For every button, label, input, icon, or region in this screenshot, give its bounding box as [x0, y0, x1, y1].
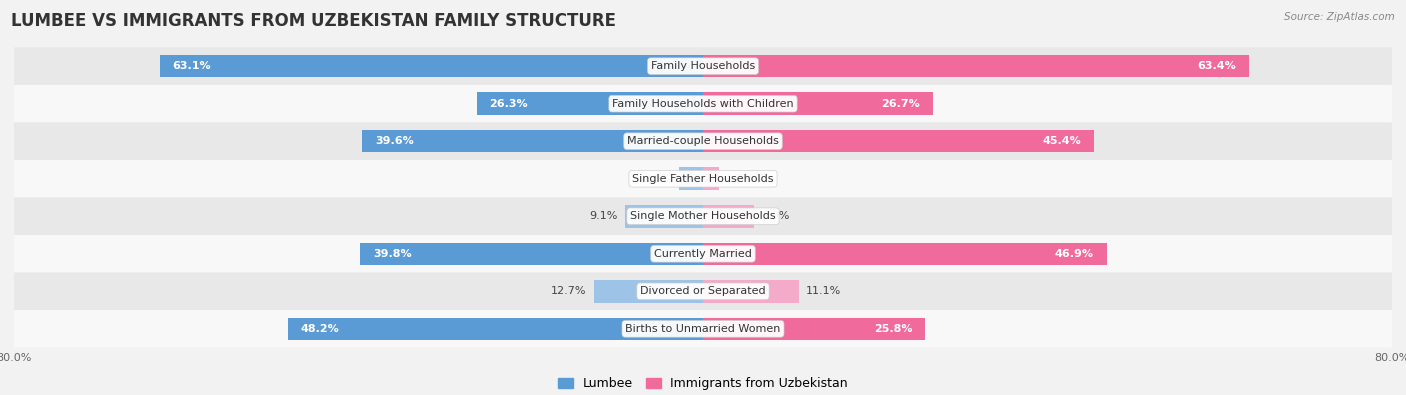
FancyBboxPatch shape	[14, 122, 1392, 160]
Legend: Lumbee, Immigrants from Uzbekistan: Lumbee, Immigrants from Uzbekistan	[553, 372, 853, 395]
Bar	[703, 167, 718, 190]
FancyBboxPatch shape	[14, 198, 1392, 235]
Text: 63.4%: 63.4%	[1198, 61, 1236, 71]
Text: 39.8%: 39.8%	[373, 249, 412, 259]
Text: 11.1%: 11.1%	[806, 286, 841, 296]
Bar	[593, 280, 703, 303]
Text: 26.7%: 26.7%	[882, 99, 920, 109]
Text: 39.6%: 39.6%	[375, 136, 413, 146]
Bar	[703, 243, 1107, 265]
Bar	[360, 243, 703, 265]
Text: Family Households: Family Households	[651, 61, 755, 71]
Text: Births to Unmarried Women: Births to Unmarried Women	[626, 324, 780, 334]
Text: 48.2%: 48.2%	[301, 324, 340, 334]
Text: 12.7%: 12.7%	[551, 286, 586, 296]
Text: 1.8%: 1.8%	[725, 174, 754, 184]
FancyBboxPatch shape	[14, 47, 1392, 85]
Bar	[679, 167, 703, 190]
Bar	[703, 55, 1249, 77]
FancyBboxPatch shape	[14, 235, 1392, 273]
Text: 63.1%: 63.1%	[173, 61, 211, 71]
Text: 5.9%: 5.9%	[761, 211, 789, 221]
Bar	[703, 92, 934, 115]
Text: Currently Married: Currently Married	[654, 249, 752, 259]
Text: Source: ZipAtlas.com: Source: ZipAtlas.com	[1284, 12, 1395, 22]
Bar	[624, 205, 703, 228]
Text: Married-couple Households: Married-couple Households	[627, 136, 779, 146]
FancyBboxPatch shape	[14, 85, 1392, 122]
Bar	[703, 280, 799, 303]
Text: 26.3%: 26.3%	[489, 99, 529, 109]
Bar	[160, 55, 703, 77]
Text: 46.9%: 46.9%	[1054, 249, 1094, 259]
Text: 25.8%: 25.8%	[873, 324, 912, 334]
Text: 9.1%: 9.1%	[589, 211, 617, 221]
Bar	[477, 92, 703, 115]
Text: 2.8%: 2.8%	[644, 174, 672, 184]
Text: Single Father Households: Single Father Households	[633, 174, 773, 184]
Bar	[703, 318, 925, 340]
Bar	[288, 318, 703, 340]
Text: Single Mother Households: Single Mother Households	[630, 211, 776, 221]
Bar	[703, 130, 1094, 152]
FancyBboxPatch shape	[14, 160, 1392, 198]
Bar	[361, 130, 703, 152]
Bar	[703, 205, 754, 228]
FancyBboxPatch shape	[14, 310, 1392, 348]
Text: Divorced or Separated: Divorced or Separated	[640, 286, 766, 296]
Text: LUMBEE VS IMMIGRANTS FROM UZBEKISTAN FAMILY STRUCTURE: LUMBEE VS IMMIGRANTS FROM UZBEKISTAN FAM…	[11, 12, 616, 30]
Text: 45.4%: 45.4%	[1042, 136, 1081, 146]
Text: Family Households with Children: Family Households with Children	[612, 99, 794, 109]
FancyBboxPatch shape	[14, 273, 1392, 310]
